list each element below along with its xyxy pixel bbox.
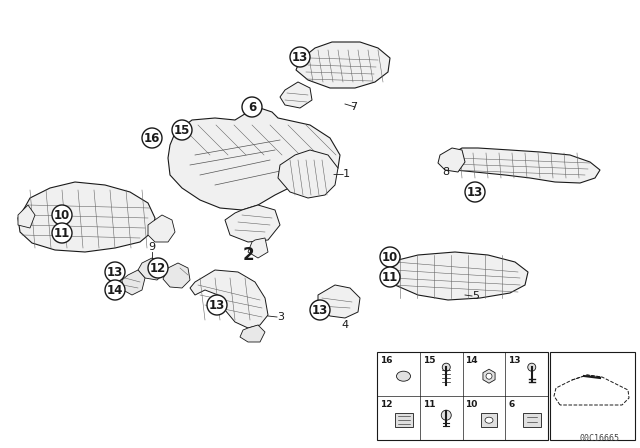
Polygon shape <box>296 42 390 88</box>
Polygon shape <box>438 148 465 172</box>
Text: 12: 12 <box>150 262 166 275</box>
Polygon shape <box>483 369 495 383</box>
Polygon shape <box>385 252 528 300</box>
Text: 16: 16 <box>144 132 160 145</box>
Text: 15: 15 <box>423 356 435 365</box>
Text: —1: —1 <box>332 169 350 179</box>
Text: 9: 9 <box>148 242 156 252</box>
Text: 16: 16 <box>380 356 392 365</box>
Text: 13: 13 <box>467 185 483 198</box>
Text: 4: 4 <box>341 320 349 330</box>
Polygon shape <box>225 205 280 242</box>
Circle shape <box>310 300 330 320</box>
Circle shape <box>528 363 536 371</box>
Text: 13: 13 <box>107 266 123 279</box>
Circle shape <box>207 295 227 315</box>
Polygon shape <box>248 238 268 258</box>
Text: 10: 10 <box>382 250 398 263</box>
Text: 13: 13 <box>312 303 328 316</box>
Circle shape <box>465 182 485 202</box>
Text: 8: 8 <box>442 167 449 177</box>
Text: 10: 10 <box>54 208 70 221</box>
Bar <box>550 352 635 440</box>
Circle shape <box>242 97 262 117</box>
Text: 15: 15 <box>174 124 190 137</box>
Text: 7: 7 <box>351 102 358 112</box>
Bar <box>377 352 548 440</box>
Bar <box>394 413 413 427</box>
Text: 13: 13 <box>508 356 521 365</box>
Polygon shape <box>445 148 600 183</box>
Polygon shape <box>163 263 190 288</box>
Polygon shape <box>168 108 340 210</box>
Polygon shape <box>148 215 175 242</box>
Ellipse shape <box>485 417 493 423</box>
Text: 3: 3 <box>277 312 284 322</box>
Text: 14: 14 <box>465 356 478 365</box>
Circle shape <box>380 267 400 287</box>
Circle shape <box>105 280 125 300</box>
Text: 6: 6 <box>508 400 515 409</box>
Bar <box>481 413 497 427</box>
Polygon shape <box>190 270 268 328</box>
Text: 11: 11 <box>382 271 398 284</box>
Circle shape <box>486 373 492 379</box>
Circle shape <box>148 258 168 278</box>
Text: 5: 5 <box>472 291 479 301</box>
Polygon shape <box>18 182 155 252</box>
Polygon shape <box>138 258 165 280</box>
Text: 2: 2 <box>242 246 254 264</box>
Polygon shape <box>280 82 312 108</box>
Circle shape <box>105 262 125 282</box>
Polygon shape <box>18 205 35 228</box>
Text: 10: 10 <box>465 400 478 409</box>
Text: 13: 13 <box>292 51 308 64</box>
Circle shape <box>441 410 451 420</box>
Circle shape <box>142 128 162 148</box>
Circle shape <box>52 223 72 243</box>
Text: 00C16665: 00C16665 <box>580 434 620 443</box>
Text: 11: 11 <box>423 400 435 409</box>
Text: 6: 6 <box>248 100 256 113</box>
Circle shape <box>52 205 72 225</box>
Bar <box>523 413 541 427</box>
Polygon shape <box>240 325 265 342</box>
Text: 13: 13 <box>209 298 225 311</box>
Ellipse shape <box>397 371 410 381</box>
Polygon shape <box>278 150 338 198</box>
Circle shape <box>380 247 400 267</box>
Polygon shape <box>122 270 145 295</box>
Circle shape <box>290 47 310 67</box>
Polygon shape <box>318 285 360 318</box>
Circle shape <box>172 120 192 140</box>
Text: 11: 11 <box>54 227 70 240</box>
Circle shape <box>442 363 451 371</box>
Text: 12: 12 <box>380 400 392 409</box>
Text: 14: 14 <box>107 284 123 297</box>
